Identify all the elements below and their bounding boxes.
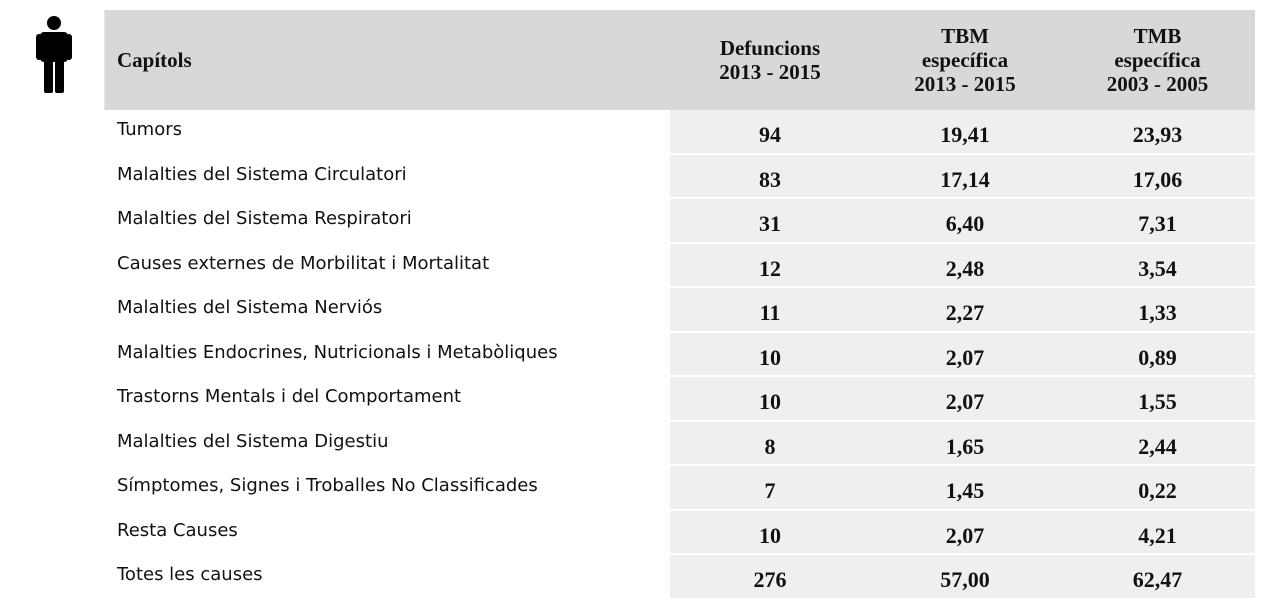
value-cell: 12 xyxy=(670,243,870,288)
value-cell: 2,27 xyxy=(870,288,1060,333)
value-cell: 17,06 xyxy=(1060,154,1255,199)
value-cell: 62,47 xyxy=(1060,555,1255,599)
value-cell: 2,07 xyxy=(870,377,1060,422)
value-cell: 31 xyxy=(670,199,870,244)
value-cell: 0,89 xyxy=(1060,332,1255,377)
header-cell: Defuncions 2013 - 2015 xyxy=(670,10,870,110)
row-label: Malalties del Sistema Digestiu xyxy=(117,430,389,452)
header-line: específica xyxy=(1114,48,1201,72)
value-cell: 1,55 xyxy=(1060,377,1255,422)
header-line: específica xyxy=(921,48,1009,72)
value-cell: 94 xyxy=(670,110,870,155)
value-cell: 6,40 xyxy=(870,199,1060,244)
header-line: 2013 - 2015 xyxy=(719,60,821,84)
value-cell: 83 xyxy=(670,154,870,199)
value-cell: 7 xyxy=(670,466,870,511)
value-cell: 1,33 xyxy=(1060,288,1255,333)
person-icon xyxy=(36,16,72,93)
value-cell: 2,44 xyxy=(1060,421,1255,466)
row-label: Malalties del Sistema Nerviós xyxy=(117,297,383,318)
header-text: Capítols xyxy=(117,47,192,72)
value-cell: 4,21 xyxy=(1060,510,1255,555)
row-label: Trastorns Mentals i del Comportament xyxy=(117,386,462,407)
header-cell: TBM específica 2013 - 2015 xyxy=(870,10,1060,110)
value-cell: 2,07 xyxy=(870,332,1060,377)
row-label: Tumors xyxy=(117,119,182,140)
header-label: Capítols xyxy=(105,10,670,110)
header-cell: TMB específica 2003 - 2005 xyxy=(1060,10,1255,110)
row-label: Resta Causes xyxy=(117,519,238,541)
value-cell: 1,65 xyxy=(870,421,1060,466)
row-label: Malalties del Sistema Respiratori xyxy=(117,208,412,229)
value-cell: 10 xyxy=(670,510,870,555)
header-line: 2003 - 2005 xyxy=(1106,72,1209,96)
value-cell: 57,00 xyxy=(870,555,1060,599)
value-cell: 17,14 xyxy=(870,154,1060,199)
value-cell: 7,31 xyxy=(1060,199,1255,244)
row-label: Malalties del Sistema Circulatori xyxy=(117,163,407,185)
row-label: Malalties Endocrines, Nutricionals i Met… xyxy=(117,341,558,363)
value-cell: 2,07 xyxy=(870,510,1060,555)
value-cell: 276 xyxy=(670,555,870,599)
header-line: Defuncions xyxy=(719,36,821,60)
header-line: TMB xyxy=(1133,24,1182,48)
value-cell: 3,54 xyxy=(1060,243,1255,288)
value-cell: 1,45 xyxy=(870,466,1060,511)
row-label: Símptomes, Signes i Troballes No Classif… xyxy=(117,475,538,496)
header-line: 2013 - 2015 xyxy=(914,72,1016,96)
value-cell: 23,93 xyxy=(1060,110,1255,155)
value-cell: 10 xyxy=(670,377,870,422)
value-cell: 2,48 xyxy=(870,243,1060,288)
value-cell: 11 xyxy=(670,288,870,333)
row-label: Totes les causes xyxy=(117,564,263,585)
value-cell: 19,41 xyxy=(870,110,1060,155)
row-label: Causes externes de Morbilitat i Mortalit… xyxy=(117,252,490,274)
value-cell: 10 xyxy=(670,332,870,377)
value-cell: 8 xyxy=(670,421,870,466)
header-line: TBM xyxy=(941,24,989,48)
value-cell: 0,22 xyxy=(1060,466,1255,511)
icon-cell xyxy=(0,10,105,110)
